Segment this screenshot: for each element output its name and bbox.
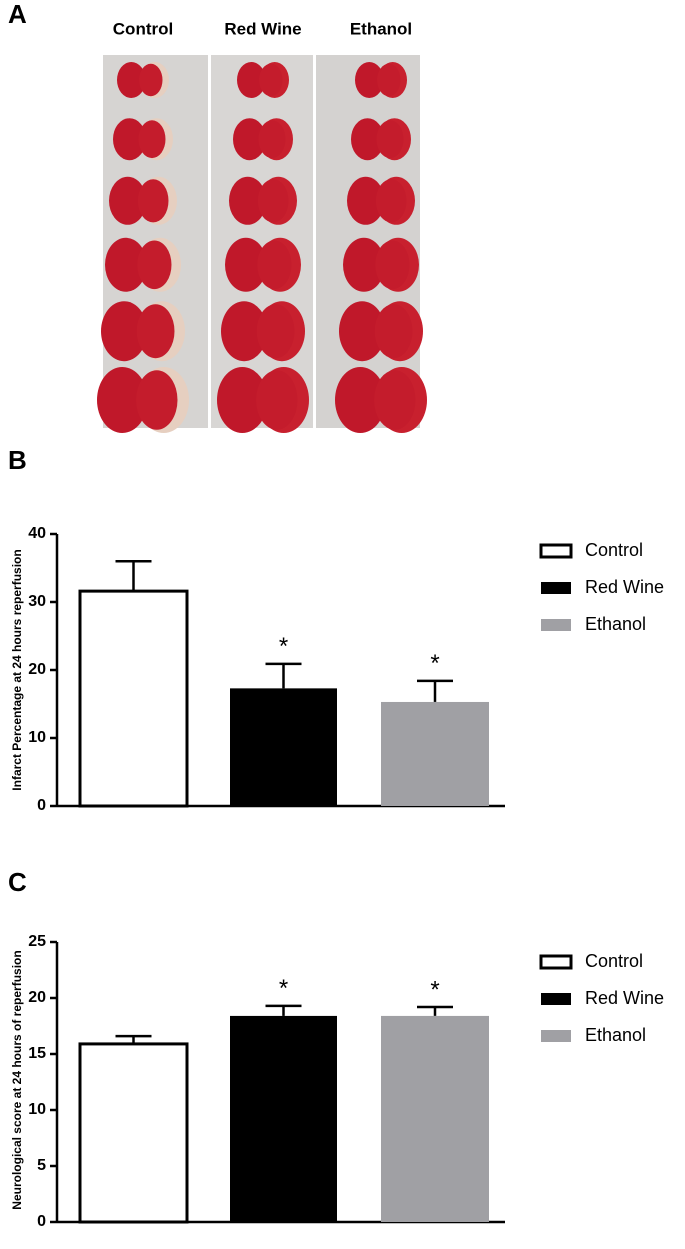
legend-label: Control — [585, 951, 643, 971]
brain-slice — [351, 118, 384, 161]
brain-slice — [259, 63, 283, 97]
brain-slice — [375, 240, 410, 290]
y-tick-label: 20 — [28, 989, 46, 1006]
y-tick-label: 20 — [28, 661, 46, 678]
brain-slice — [139, 63, 163, 97]
y-tick-label: 10 — [28, 729, 46, 746]
brain-slice — [376, 120, 404, 159]
bar — [381, 701, 489, 806]
brain-slices-photo — [97, 55, 428, 433]
brain-slice — [138, 120, 166, 159]
legend-swatch — [541, 619, 571, 631]
significance-marker: * — [430, 650, 439, 677]
brain-slice — [225, 237, 267, 292]
brain-slice — [136, 304, 175, 359]
legend-swatch — [541, 1030, 571, 1042]
bar — [381, 1015, 489, 1222]
brain-slice — [256, 370, 298, 430]
brain-slice — [355, 62, 384, 98]
legend-label: Ethanol — [585, 614, 646, 634]
legend-swatch — [539, 543, 573, 559]
column-label: Ethanol — [350, 19, 412, 38]
panel-label: A — [8, 0, 27, 29]
brain-slice — [377, 63, 401, 97]
brain-slice — [375, 179, 407, 223]
brain-slice — [229, 176, 267, 225]
brain-slice — [374, 304, 413, 359]
brain-slice — [347, 176, 385, 225]
brain-slice — [237, 62, 266, 98]
brain-slice — [105, 237, 147, 292]
brain-slice — [374, 370, 416, 430]
y-tick-label: 15 — [28, 1045, 46, 1062]
brain-slice — [221, 301, 268, 362]
legend-label: Red Wine — [585, 988, 664, 1008]
panel-label: C — [8, 867, 27, 897]
legend-swatch — [539, 954, 573, 970]
y-tick-label: 40 — [28, 525, 46, 542]
photo-column — [211, 55, 313, 428]
brain-slice — [339, 301, 386, 362]
y-tick-label: 10 — [28, 1101, 46, 1118]
brain-slice — [258, 120, 286, 159]
y-axis-label: Neurological score at 24 hours of reperf… — [10, 950, 24, 1209]
brain-slice — [217, 367, 268, 433]
bar — [78, 1042, 189, 1224]
brain-slice — [109, 176, 147, 225]
brain-slice — [136, 370, 178, 430]
brain-slice — [97, 367, 148, 433]
significance-marker: * — [430, 976, 439, 1003]
y-tick-label: 0 — [37, 1213, 46, 1230]
legend-swatch — [541, 993, 571, 1005]
y-tick-label: 25 — [28, 933, 46, 950]
brain-slice — [117, 62, 146, 98]
column-label: Control — [113, 19, 173, 38]
y-tick-label: 30 — [28, 593, 46, 610]
brain-slice — [256, 304, 295, 359]
brain-slice — [343, 237, 385, 292]
brain-slice — [233, 118, 266, 161]
y-tick-label: 5 — [37, 1157, 46, 1174]
bar — [78, 589, 189, 808]
brain-slice — [257, 179, 289, 223]
y-axis-label: Infarct Percentage at 24 hours reperfusi… — [10, 549, 24, 790]
y-tick-label: 0 — [37, 797, 46, 814]
brain-slice — [137, 179, 169, 223]
column-label: Red Wine — [224, 19, 301, 38]
bar — [230, 688, 337, 806]
significance-marker: * — [279, 975, 288, 1002]
legend-swatch — [541, 582, 571, 594]
brain-slice — [137, 240, 172, 290]
legend-label: Control — [585, 540, 643, 560]
brain-slice — [113, 118, 146, 161]
bar — [230, 1015, 337, 1222]
brain-slice — [101, 301, 148, 362]
significance-marker: * — [279, 633, 288, 660]
legend-label: Ethanol — [585, 1025, 646, 1045]
legend-label: Red Wine — [585, 577, 664, 597]
brain-slice — [335, 367, 386, 433]
brain-slice — [257, 240, 292, 290]
panel-label: B — [8, 445, 27, 475]
